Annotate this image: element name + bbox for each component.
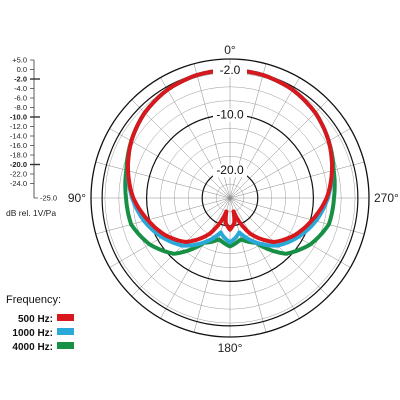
scale-label: -22.0 (10, 170, 27, 179)
legend-label: 4000 Hz: (12, 342, 53, 353)
scale-label: -2.0 (14, 75, 27, 84)
angle-label-270: 270° (374, 191, 399, 205)
grid-ring (188, 156, 272, 240)
ring-label: -10.0 (216, 108, 244, 122)
legend-label: 1000 Hz: (12, 328, 53, 339)
scale-label: -6.0 (14, 94, 27, 103)
legend-swatch (57, 328, 74, 335)
legend-label: 500 Hz: (18, 314, 53, 325)
angle-label-0: 0° (224, 43, 236, 57)
ring-label-bg (213, 108, 247, 122)
scale-label: -16.0 (10, 141, 27, 150)
legend-swatch (57, 342, 74, 349)
polar-curves (123, 68, 337, 256)
scale-label: -10.0 (10, 113, 27, 122)
scale-unit-label: dB rel. 1V/Pa (6, 208, 56, 218)
legend-swatch (57, 314, 74, 321)
ring-label-bg (213, 64, 247, 78)
db-scale: +5.00.0-2.0-4.0-6.0-8.0-10.0-12.0-14.0-1… (6, 56, 57, 218)
curve-500-hz (125, 68, 335, 244)
scale-label: -25.0 (40, 194, 57, 203)
scale-label: 0.0 (17, 65, 27, 74)
scale-label: -20.0 (10, 160, 27, 169)
ring-label: -2.0 (220, 63, 241, 77)
scale-label: -14.0 (10, 132, 27, 141)
scale-label: +5.0 (12, 56, 27, 65)
grid-outer-ring (90, 58, 370, 338)
legend: Frequency: 500 Hz: 1000 Hz: 4000 Hz: (6, 294, 74, 353)
chart-labels: -2.0 -10.0 -20.0 0° 90° 180° 270° (68, 43, 399, 355)
scale-label: -12.0 (10, 122, 27, 131)
scale-label: -18.0 (10, 151, 27, 160)
scale-label: -24.0 (10, 179, 27, 188)
grid-ring (118, 86, 342, 310)
grid-ring (215, 183, 245, 213)
angle-label-180: 180° (218, 341, 243, 355)
grid-ring (160, 128, 300, 268)
scale-label: -4.0 (14, 84, 27, 93)
ring-label-bg (213, 164, 247, 178)
legend-title: Frequency: (6, 294, 61, 306)
grid-ring (174, 142, 286, 254)
angle-label-90: 90° (68, 191, 86, 205)
ring-label: -20.0 (216, 163, 244, 177)
scale-label: -8.0 (14, 103, 27, 112)
